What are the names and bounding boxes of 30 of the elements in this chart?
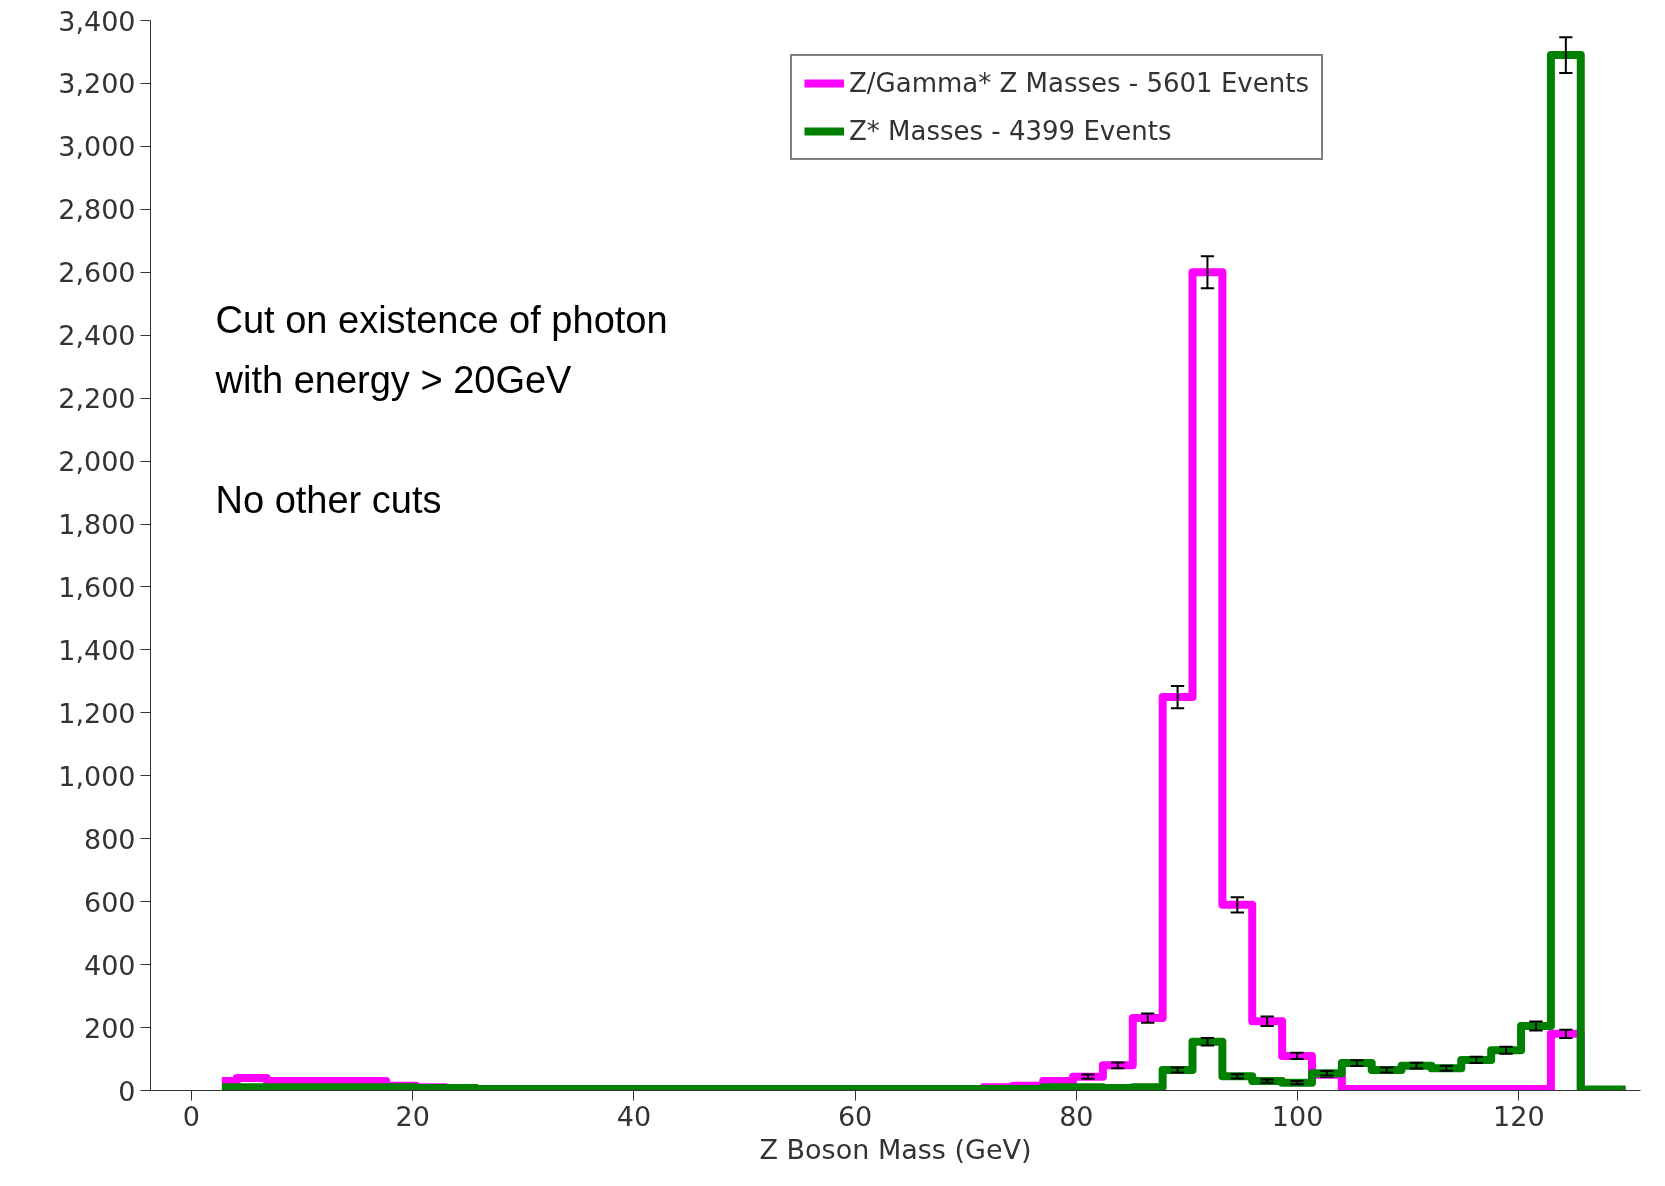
y-tick-label: 200 <box>83 1012 136 1044</box>
x-tick-label: 120 <box>1493 1100 1545 1132</box>
y-tick-label: 3,200 <box>58 68 136 100</box>
y-tick-label: 600 <box>83 886 136 918</box>
legend-label: Z/Gamma* Z Masses - 5601 Events <box>849 68 1309 98</box>
x-tick-label: 80 <box>1059 1100 1094 1132</box>
x-axis-title: Z Boson Mass (GeV) <box>759 1133 1032 1165</box>
y-tick-label: 3,000 <box>58 131 136 163</box>
y-tick-label: 800 <box>83 823 136 855</box>
y-tick-label: 2,800 <box>58 194 136 226</box>
x-tick-label: 40 <box>616 1100 652 1132</box>
x-tick-label: 100 <box>1271 1100 1324 1132</box>
annotation: No other cuts <box>215 478 442 521</box>
y-tick-label: 1,400 <box>58 634 136 666</box>
y-tick-label: 2,400 <box>58 320 136 352</box>
y-tick-label: 0 <box>118 1075 136 1107</box>
y-tick-label: 400 <box>83 949 136 981</box>
y-tick-label: 2,000 <box>58 446 136 478</box>
legend-label: Z* Masses - 4399 Events <box>849 116 1172 146</box>
y-tick-label: 1,200 <box>58 697 136 729</box>
y-tick-label: 1,800 <box>58 509 136 541</box>
y-tick-label: 1,600 <box>58 571 136 603</box>
x-tick-label: 60 <box>837 1100 873 1132</box>
y-tick-label: 2,200 <box>58 383 136 415</box>
y-tick-label: 1,000 <box>58 760 136 792</box>
y-tick-label: 3,400 <box>58 5 136 37</box>
x-tick-label: 0 <box>182 1100 201 1132</box>
annotation: Cut on existence of photon with energy > 20GeV <box>214 298 668 401</box>
y-tick-label: 2,600 <box>58 257 136 289</box>
x-tick-label: 20 <box>395 1100 430 1132</box>
